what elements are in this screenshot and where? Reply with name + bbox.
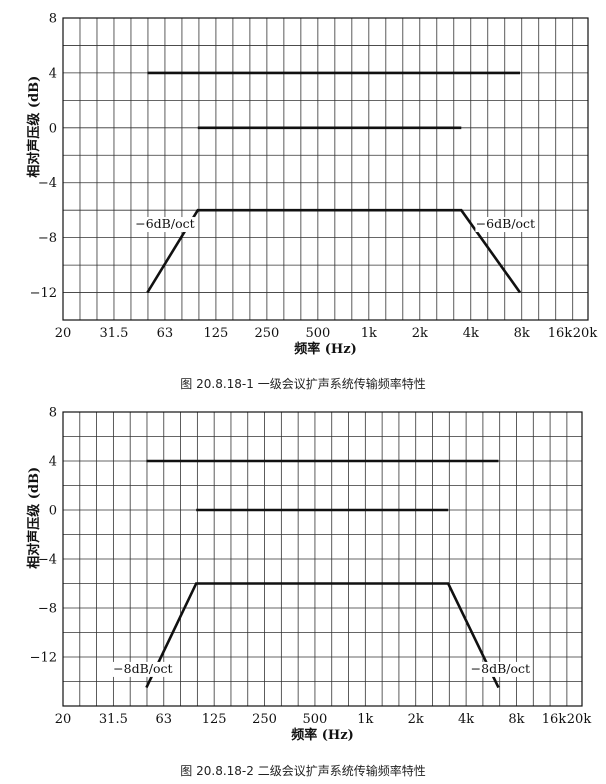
x-tick-label: 8k	[508, 712, 524, 727]
chart-2-slope-annotation-2: −8dB/oct	[471, 661, 530, 676]
chart-2-caption: 图 20.8.18-2 二级会议扩声系统传输频率特性	[180, 764, 426, 778]
x-tick-label: 20	[55, 712, 72, 727]
chart-1-series-line-3	[146, 208, 522, 294]
x-tick-label: 125	[203, 326, 228, 341]
x-tick-label: 63	[156, 712, 173, 727]
chart-1-slope-annotation-2: −6dB/oct	[476, 216, 535, 231]
y-tick-label: −8	[38, 231, 57, 246]
chart-1-x-axis-title: 频率 (Hz)	[294, 341, 357, 357]
x-tick-label: 1k	[357, 712, 373, 727]
y-tick-label: 8	[49, 406, 57, 421]
x-tick-label: 20k	[567, 712, 592, 727]
y-tick-label: 0	[49, 121, 57, 136]
y-tick-label: −12	[30, 286, 57, 301]
y-tick-label: 8	[49, 12, 57, 27]
annotation-background	[112, 661, 173, 677]
x-tick-label: 31.5	[99, 326, 128, 341]
x-tick-label: 4k	[463, 326, 479, 341]
annotation-background	[470, 661, 531, 677]
chart-2-plot-frame	[62, 411, 583, 707]
x-tick-label: 250	[252, 712, 277, 727]
chart-2-series-line-3	[145, 582, 500, 689]
x-tick-label: 63	[157, 326, 174, 341]
y-tick-label: −4	[38, 176, 57, 191]
y-tick-label: −8	[38, 602, 57, 617]
x-tick-label: 20	[55, 326, 72, 341]
x-tick-label: 16k	[542, 712, 567, 727]
y-tick-label: 0	[49, 504, 57, 519]
x-tick-label: 8k	[514, 326, 530, 341]
chart-1-slope-annotation-1: −6dB/oct	[135, 216, 194, 231]
chart-1-grid	[63, 18, 588, 320]
annotation-background	[475, 217, 536, 233]
x-tick-label: 4k	[458, 712, 474, 727]
x-tick-label: 20k	[573, 326, 598, 341]
y-tick-label: 4	[49, 455, 57, 470]
y-tick-label: −12	[30, 651, 57, 666]
x-tick-label: 16k	[548, 326, 573, 341]
chart-1-caption: 图 20.8.18-1 一级会议扩声系统传输频率特性	[180, 377, 426, 391]
x-tick-label: 125	[202, 712, 227, 727]
chart-1-plot: 8 4 0 −4 −8 −12 20 31.5 63 125 250 500 1k 2k 4k 8k 16k 20…	[26, 12, 598, 358]
x-tick-label: 1k	[361, 326, 377, 341]
x-tick-label: 31.5	[99, 712, 128, 727]
y-tick-label: −4	[38, 553, 57, 568]
annotation-background	[134, 217, 195, 233]
chart-1-y-axis-title: 相对声压级 (dB)	[26, 76, 42, 178]
chart-2-slope-annotation-1: −8dB/oct	[113, 661, 172, 676]
x-tick-label: 250	[254, 326, 279, 341]
chart-2-x-axis-title: 频率 (Hz)	[291, 727, 354, 743]
x-tick-label: 500	[303, 712, 328, 727]
chart-2-plot: 8 4 0 −4 −8 −12 20 31.5 63 125 250 500 1k 2k 4k 8k 16k 20…	[26, 406, 592, 744]
x-tick-label: 500	[305, 326, 330, 341]
chart-1: 8 4 0 −4 −8 −12 20 31.5 63 125 250 500 1k 2k 4k 8k 16k 20…	[26, 12, 598, 392]
x-tick-label: 2k	[408, 712, 424, 727]
chart-1-plot-frame	[62, 17, 589, 321]
chart-2-y-axis-title: 相对声压级 (dB)	[26, 467, 42, 569]
chart-2: 8 4 0 −4 −8 −12 20 31.5 63 125 250 500 1k 2k 4k 8k 16k 20…	[0, 392, 606, 784]
x-tick-label: 2k	[412, 326, 428, 341]
y-tick-label: 4	[49, 66, 57, 81]
